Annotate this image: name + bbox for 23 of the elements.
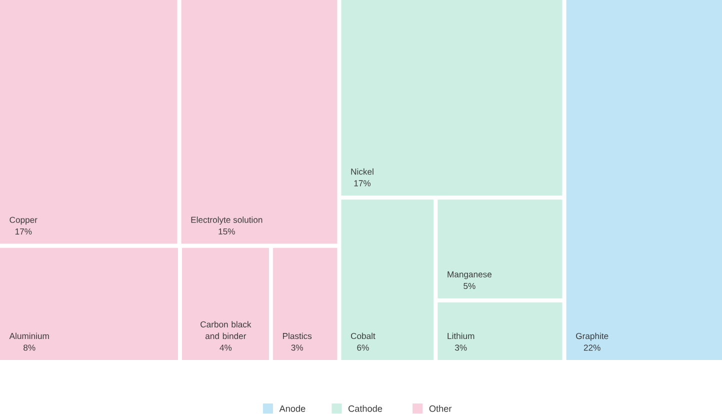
category-label: Copper: [10, 217, 38, 225]
data-label: 6%: [357, 344, 369, 351]
category-label: Carbon black and binder: [200, 321, 252, 340]
category-label: Plastics: [283, 332, 312, 340]
category-label: Lithium: [448, 332, 474, 340]
data-label: 3%: [291, 344, 304, 351]
data-label: 8%: [24, 344, 36, 351]
category-label: Nickel: [351, 168, 374, 175]
legend-label: Other: [429, 405, 452, 412]
category-label: Cobalt: [350, 332, 376, 340]
legend-label: Cathode: [348, 405, 382, 412]
data-label: 15%: [218, 228, 235, 235]
data-label: 17%: [354, 180, 371, 186]
category-label: Graphite: [576, 332, 608, 341]
category-label: Aluminium: [9, 332, 49, 340]
legend-label: Anode: [279, 405, 306, 412]
data-label: 17%: [15, 228, 32, 235]
category-label: Electrolyte solution: [191, 216, 262, 225]
category-label: Manganese: [448, 272, 492, 280]
data-label: 4%: [220, 344, 232, 351]
data-label: 3%: [454, 344, 467, 351]
data-label: 5%: [464, 283, 476, 290]
data-label: 22%: [584, 344, 600, 351]
